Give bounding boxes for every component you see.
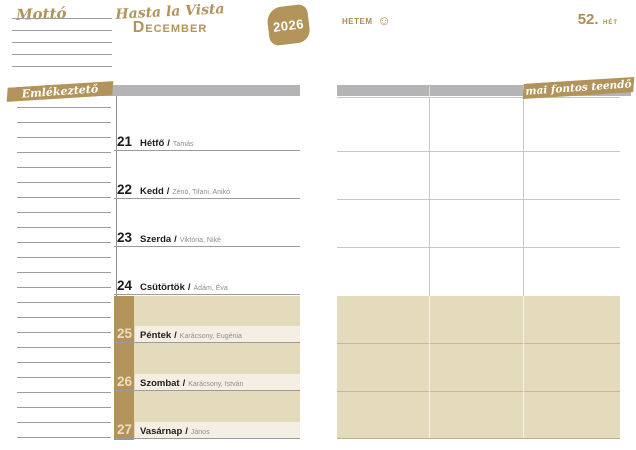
motto-ruled-lines: [12, 7, 112, 69]
day-number: 22: [117, 182, 133, 197]
day-name: Szombat: [140, 378, 180, 389]
year-badge: 2026: [265, 3, 312, 47]
day-row-monday[interactable]: 21 Hétfő / Tamás: [114, 134, 300, 151]
grid-column-line: [429, 296, 430, 438]
namedays: Tamás: [172, 141, 194, 148]
my-week-label-group: hetem ☺: [342, 13, 391, 28]
reminder-writing-area[interactable]: [12, 100, 112, 440]
namedays: Karácsony, Eugénia: [179, 333, 242, 340]
grid-column-line: [523, 97, 524, 296]
day-number: 21: [117, 134, 133, 149]
weekend-label-band: [135, 422, 300, 439]
page-title: Hasta la Vista December: [105, 1, 235, 37]
day-number: 23: [117, 230, 133, 245]
day-name: Kedd: [140, 186, 164, 197]
day-number: 25: [117, 326, 133, 341]
day-separator: /: [174, 330, 177, 341]
month-title: December: [132, 19, 208, 36]
my-week-label: hetem: [342, 14, 373, 27]
weekend-label-band: [135, 374, 300, 391]
day-separator: /: [187, 282, 191, 293]
week-unit-label: hét: [603, 17, 618, 26]
grid-line: [337, 199, 620, 200]
day-name: Vasárnap: [140, 426, 183, 437]
day-row-tuesday[interactable]: 22 Kedd / Zénó, Tifani, Anikó: [114, 182, 300, 199]
grid-line: [337, 391, 620, 392]
grid-line: [337, 97, 620, 98]
day-separator: /: [174, 234, 177, 245]
smiley-icon: ☺: [377, 13, 392, 28]
left-page-header-bar: [45, 85, 300, 96]
grid-line: [337, 151, 620, 152]
grid-column-tick: [429, 86, 430, 96]
day-row-saturday[interactable]: 26 Szombat / Karácsony, István: [114, 374, 300, 391]
day-separator: /: [166, 186, 170, 197]
weekend-shading-left: [114, 296, 300, 439]
day-name: Szerda: [140, 234, 172, 245]
namedays: Karácsony, István: [188, 381, 244, 388]
namedays: Zénó, Tifani, Anikó: [172, 189, 230, 196]
grid-column-line: [523, 296, 524, 438]
week-number: 52.: [577, 11, 599, 28]
day-number: 24: [117, 278, 133, 293]
day-row-friday[interactable]: 25 Péntek / Karácsony, Eugénia: [114, 326, 300, 343]
todo-grid-writing-area[interactable]: [337, 97, 620, 438]
day-row-thursday[interactable]: 24 Csütörtök / Ádám, Éva: [114, 278, 300, 295]
day-row-sunday[interactable]: 27 Vasárnap / János: [114, 422, 300, 439]
day-name: Csütörtök: [140, 282, 185, 293]
reminder-ruled-lines: [17, 93, 111, 439]
day-name: Péntek: [140, 330, 172, 341]
right-page-header-bar: [337, 85, 631, 96]
day-row-wednesday[interactable]: 23 Szerda / Viktória, Niké: [114, 230, 300, 247]
weekend-label-band: [135, 326, 300, 343]
grid-column-line: [429, 97, 430, 296]
weekend-gold-strip: [114, 296, 134, 440]
namedays: János: [190, 429, 210, 436]
year-badge-text: 2026: [272, 15, 305, 35]
day-separator: /: [167, 138, 170, 149]
namedays: Viktória, Niké: [179, 237, 221, 244]
day-number: 27: [117, 422, 133, 437]
calendar-left-border: [116, 96, 117, 296]
day-number: 26: [117, 374, 133, 389]
day-separator: /: [182, 378, 186, 389]
grid-line: [337, 247, 620, 248]
motto-writing-area[interactable]: [12, 14, 112, 72]
weekend-shading-right: [337, 296, 620, 439]
day-separator: /: [185, 426, 188, 437]
day-name: Hétfő: [140, 138, 165, 149]
grid-line: [337, 343, 620, 344]
week-number-group: 52. hét: [556, 11, 618, 29]
namedays: Ádám, Éva: [193, 285, 228, 292]
